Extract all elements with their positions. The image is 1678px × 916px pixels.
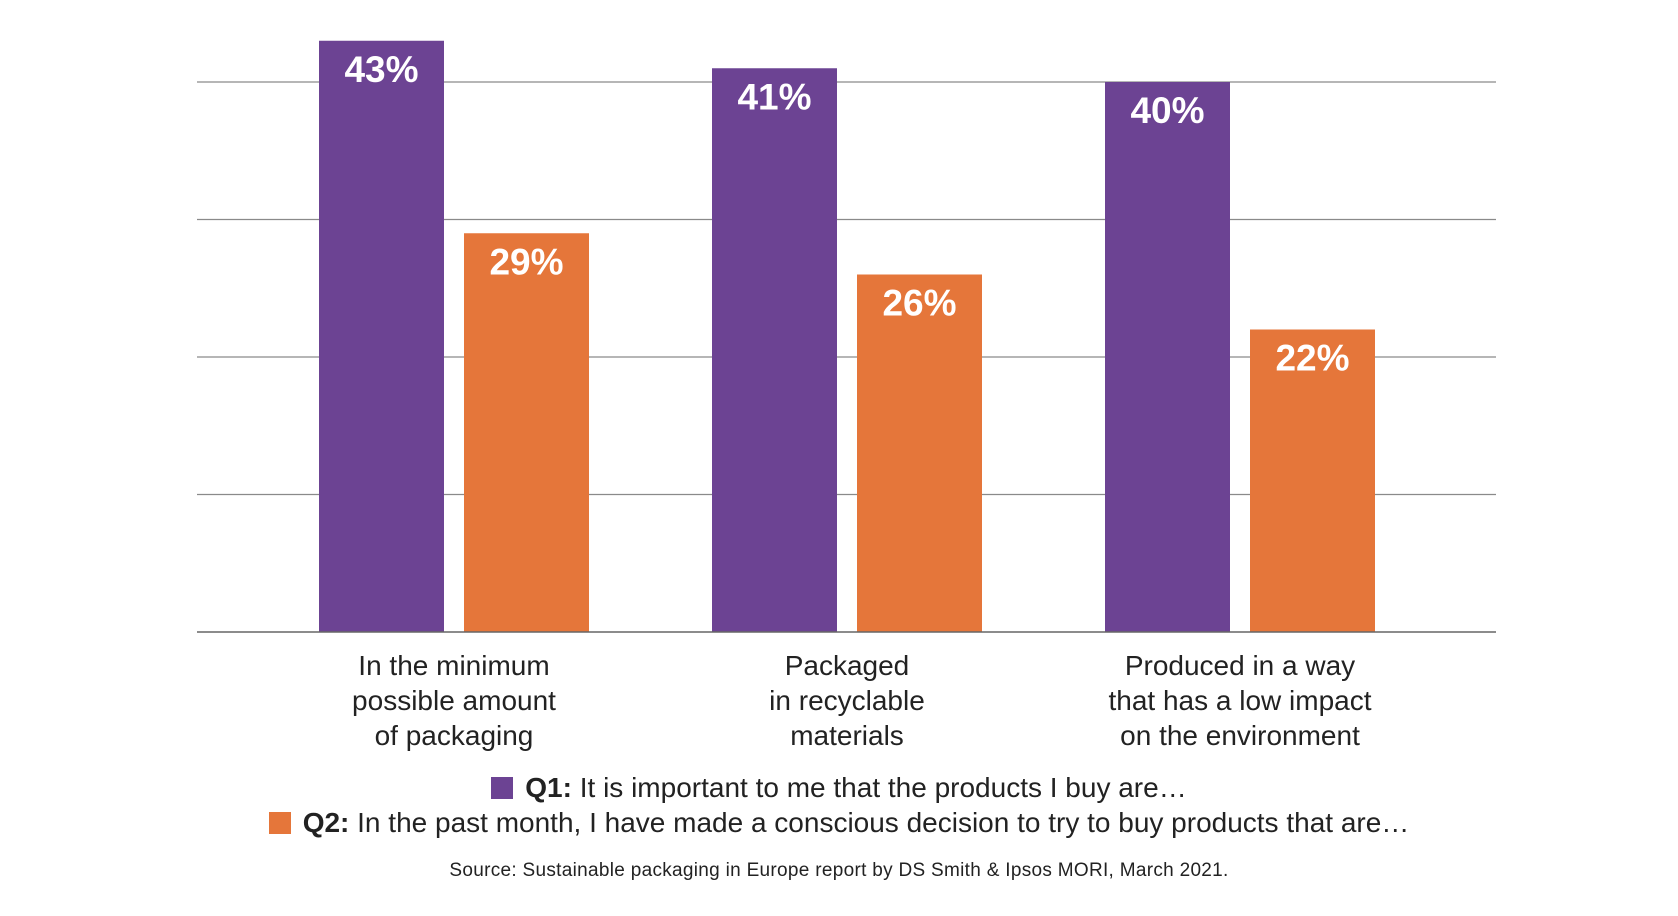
value-label: 26% [882,283,956,324]
category-label: that has a low impact [1108,685,1371,716]
bar-q1 [712,68,837,632]
legend-key-q1: Q1 [525,772,563,803]
bar-q2 [464,233,589,632]
legend-item-q1: Q1: It is important to me that the produ… [0,771,1678,805]
legend-swatch-q1 [491,777,514,799]
category-label: In the minimum [358,650,549,681]
value-label: 22% [1275,338,1349,379]
legend-colon: : [562,772,572,803]
bar-chart: 43% 29% In the minimum possible amount of pa… [197,40,1496,751]
category-label: possible amount [352,685,556,716]
category-label: Produced in a way [1125,650,1355,681]
source-note: Source: Sustainable packaging in Europe … [449,860,1229,881]
legend-item-q2: Q2: In the past month, I have made a con… [0,806,1678,840]
category-label: of packaging [375,720,534,751]
value-label: 40% [1130,90,1204,131]
value-label: 43% [344,49,418,90]
value-label: 41% [737,76,811,117]
legend-key-q2: Q2 [302,807,341,838]
category-label: on the environment [1120,720,1360,751]
legend-text-q2: In the past month, I have made a conscio… [357,807,1410,838]
category-label: Packaged [785,650,910,681]
bar-q1 [319,40,444,632]
legend-colon: : [340,807,350,838]
category-label: in recyclable [769,685,925,716]
category-label: materials [790,720,904,751]
bar-q2 [857,274,982,632]
legend-text-q1: It is important to me that the products … [579,772,1187,803]
value-label: 29% [489,241,563,282]
legend-swatch-q2 [268,812,291,834]
bar-q2 [1250,329,1375,632]
bar-q1 [1105,82,1230,632]
